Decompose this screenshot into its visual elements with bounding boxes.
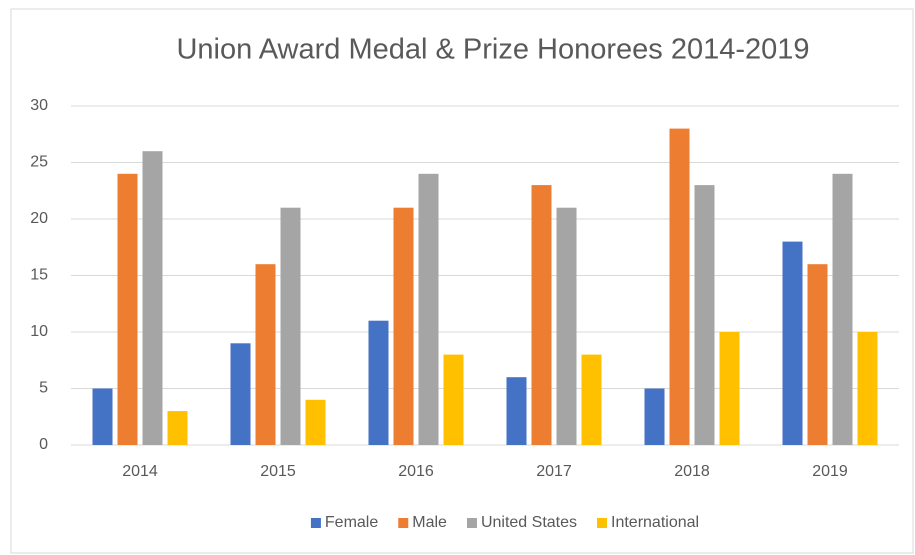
legend-label: United States [481, 514, 577, 531]
bar [142, 151, 163, 445]
x-tick-label: 2019 [812, 463, 848, 480]
x-tick-label: 2018 [674, 463, 710, 480]
chart-title: Union Award Medal & Prize Honorees 2014-… [176, 34, 809, 66]
y-tick-label: 30 [30, 97, 48, 114]
bar [167, 411, 188, 445]
legend-swatch [310, 518, 321, 528]
y-tick-label: 5 [39, 380, 48, 397]
bar [117, 173, 138, 446]
bar [368, 320, 389, 445]
y-tick-label: 20 [30, 210, 48, 227]
bar [305, 399, 326, 445]
legend-swatch [466, 518, 477, 528]
bar [782, 241, 803, 445]
y-tick-label: 15 [30, 267, 48, 284]
bar [694, 185, 715, 445]
bar [669, 128, 690, 445]
y-tick-label: 10 [30, 323, 48, 340]
bar [556, 207, 577, 445]
bar [393, 207, 414, 445]
legend-label: International [611, 514, 699, 531]
bar [92, 388, 113, 445]
legend-swatch [398, 518, 409, 528]
y-tick-label: 25 [30, 154, 48, 171]
bar [807, 264, 828, 445]
bar [230, 343, 251, 445]
x-tick-label: 2017 [536, 463, 572, 480]
bar [443, 354, 464, 445]
legend-label: Male [412, 514, 447, 531]
legend-swatch [597, 518, 608, 528]
bar [857, 332, 878, 445]
bar [255, 264, 276, 445]
bar [644, 388, 665, 445]
x-tick-label: 2015 [260, 463, 296, 480]
bar [719, 332, 740, 445]
bar [531, 185, 552, 445]
bar [581, 354, 602, 445]
x-tick-label: 2016 [398, 463, 434, 480]
x-tick-label: 2014 [122, 463, 158, 480]
y-tick-label: 0 [39, 436, 48, 453]
bar [506, 377, 527, 445]
bar [418, 173, 439, 446]
legend-label: Female [325, 514, 378, 531]
bar [832, 173, 853, 446]
bar [280, 207, 301, 445]
